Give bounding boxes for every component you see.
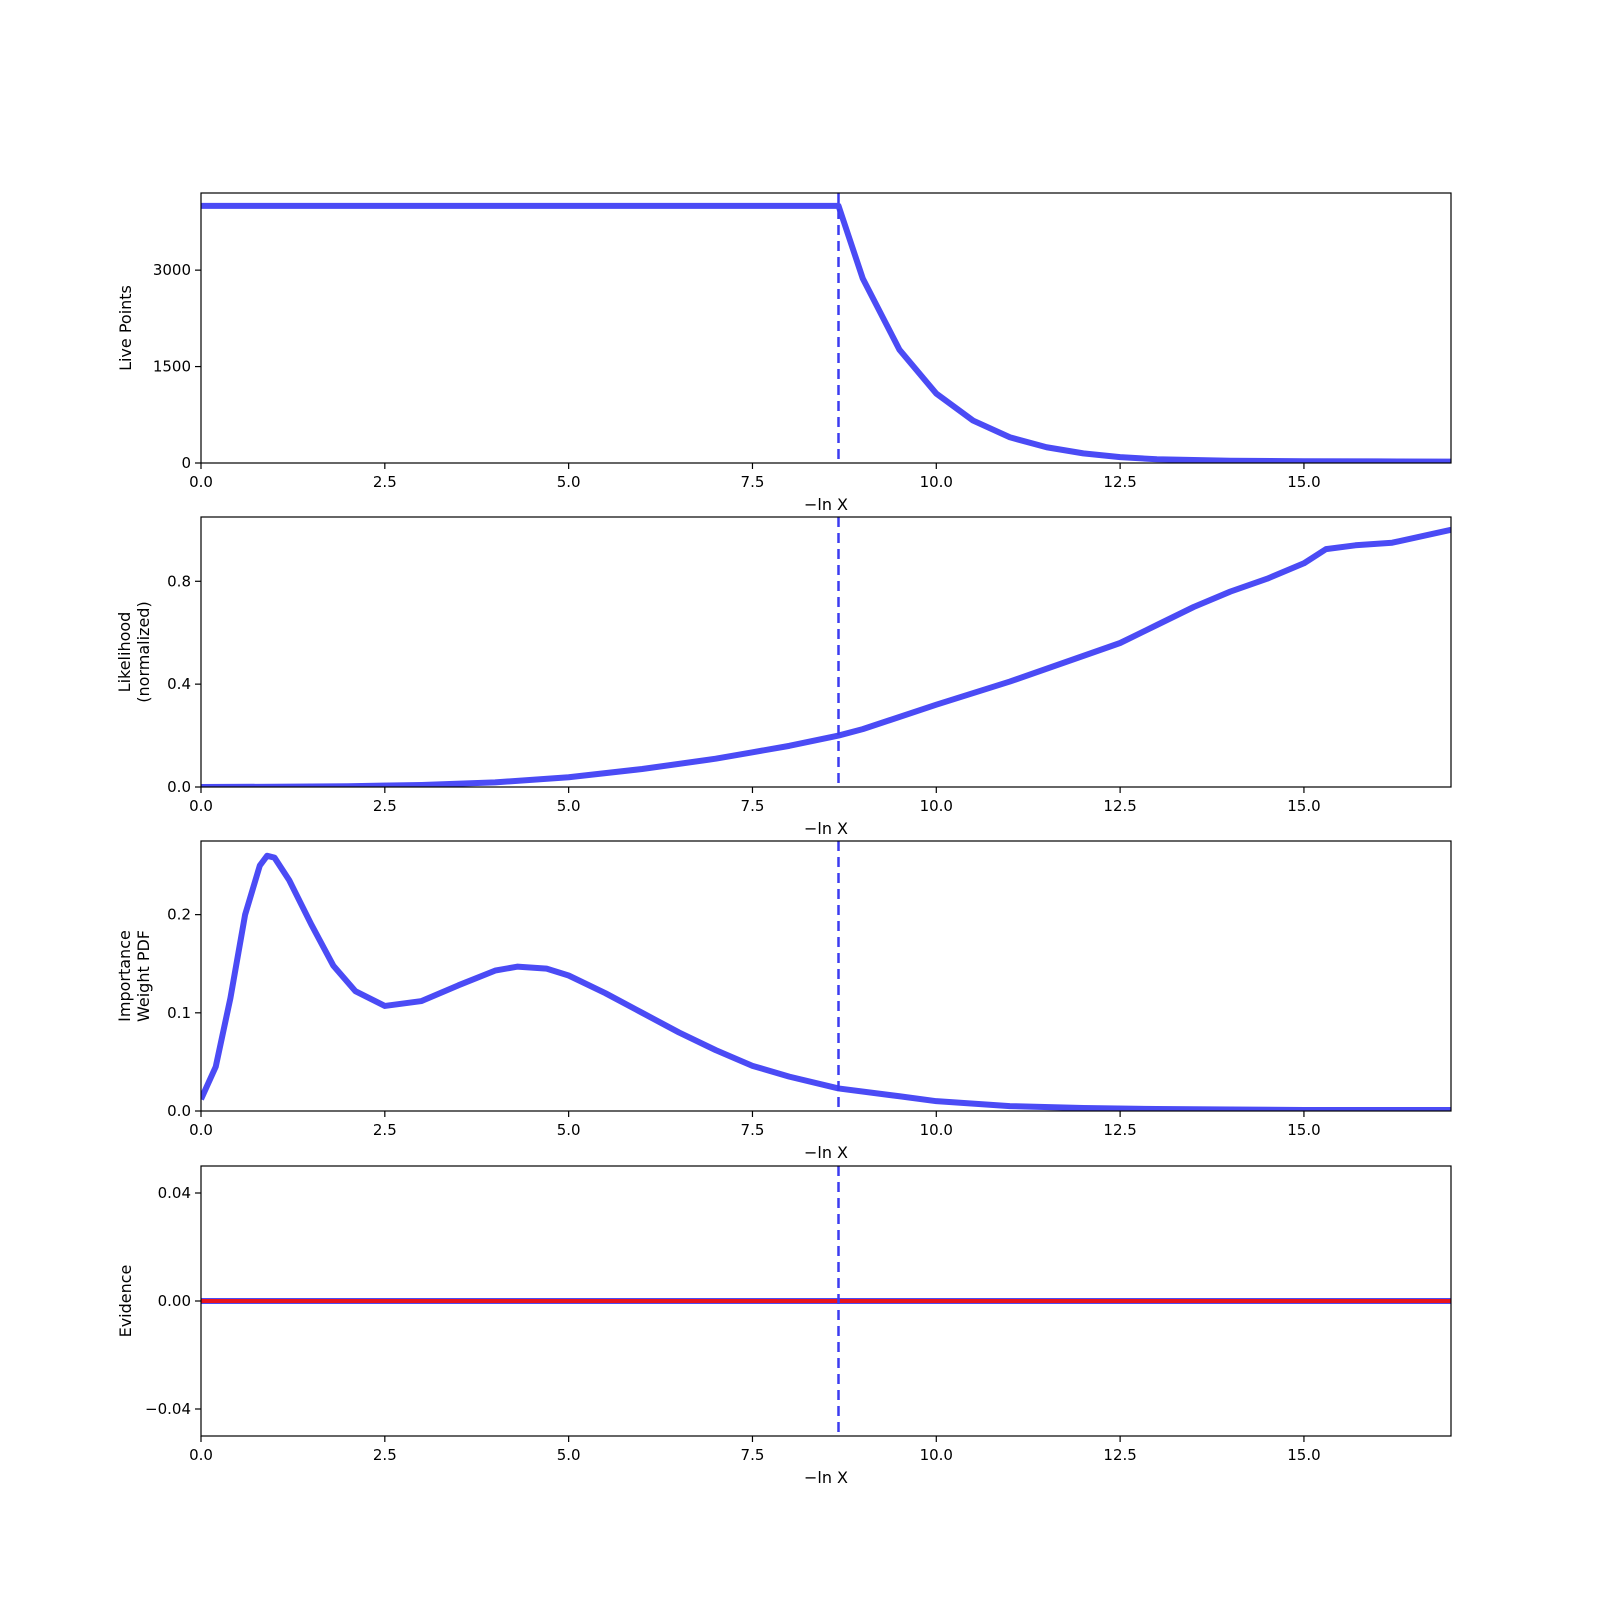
y-tick-label: −0.04 bbox=[145, 1400, 191, 1418]
x-tick-label: 10.0 bbox=[920, 797, 953, 815]
x-tick-label: 15.0 bbox=[1287, 1121, 1320, 1139]
panel-2: 0.0 2.5 5.0 7.5 10.0 12.5 15.0 0.0 0.4 0.8 −ln X Li… bbox=[115, 516, 1452, 838]
x-tick-label: 15.0 bbox=[1287, 473, 1320, 491]
x-tick-label: 0.0 bbox=[189, 1446, 213, 1464]
x-tick-label: 2.5 bbox=[373, 1121, 397, 1139]
x-tick-label: 10.0 bbox=[920, 1121, 953, 1139]
x-tick-label: 15.0 bbox=[1287, 797, 1320, 815]
y-tick-label: 0.0 bbox=[167, 778, 191, 796]
x-tick-label: 5.0 bbox=[557, 473, 581, 491]
panels: 0.0 2.5 5.0 7.5 10.0 12.5 15.0 0 1500 3000 −ln X Li… bbox=[115, 192, 1452, 1487]
y-tick-label: 0.00 bbox=[158, 1292, 191, 1310]
x-tick-label: 10.0 bbox=[920, 473, 953, 491]
y-tick-label: 0.4 bbox=[167, 675, 191, 693]
x-tick-label: 2.5 bbox=[373, 1446, 397, 1464]
axes-frame bbox=[200, 192, 1452, 464]
x-axis-label: −ln X bbox=[804, 495, 848, 514]
panel-1: 0.0 2.5 5.0 7.5 10.0 12.5 15.0 0 1500 3000 −ln X Li… bbox=[116, 192, 1452, 514]
x-tick-label: 7.5 bbox=[741, 1121, 765, 1139]
x-tick-label: 2.5 bbox=[373, 473, 397, 491]
y-tick-label: 0.8 bbox=[167, 572, 191, 590]
x-tick-label: 0.0 bbox=[189, 1121, 213, 1139]
panel-4: 0.0 2.5 5.0 7.5 10.0 12.5 15.0 −0.04 0.00 0.04 −ln… bbox=[116, 1165, 1452, 1487]
y-axis-label: Live Points bbox=[116, 285, 135, 371]
y-axis-label: Importance bbox=[115, 930, 134, 1022]
y-axis-label: (normalized) bbox=[134, 601, 153, 702]
series-line-1 bbox=[201, 526, 1451, 787]
y-tick-label: 0.2 bbox=[167, 906, 191, 924]
y-axis-label: Weight PDF bbox=[134, 930, 153, 1022]
x-tick-label: 5.0 bbox=[557, 1121, 581, 1139]
x-axis-label: −ln X bbox=[804, 819, 848, 838]
x-axis-label: −ln X bbox=[804, 1468, 848, 1487]
x-axis-label: −ln X bbox=[804, 1143, 848, 1162]
y-tick-label: 0.04 bbox=[158, 1184, 191, 1202]
x-tick-label: 12.5 bbox=[1103, 797, 1136, 815]
panel-3: 0.0 2.5 5.0 7.5 10.0 12.5 15.0 0.0 0.1 0.2 −ln X Im… bbox=[115, 840, 1452, 1162]
x-tick-label: 10.0 bbox=[920, 1446, 953, 1464]
x-tick-label: 5.0 bbox=[557, 1446, 581, 1464]
x-tick-label: 0.0 bbox=[189, 797, 213, 815]
y-tick-label: 3000 bbox=[153, 261, 191, 279]
x-tick-label: 7.5 bbox=[741, 797, 765, 815]
axes-frame bbox=[200, 516, 1452, 788]
y-tick-label: 1500 bbox=[153, 358, 191, 376]
series-line-1 bbox=[201, 852, 1451, 1111]
y-tick-label: 0 bbox=[181, 454, 191, 472]
x-tick-label: 2.5 bbox=[373, 797, 397, 815]
y-axis-label: Evidence bbox=[116, 1265, 135, 1338]
x-tick-label: 15.0 bbox=[1287, 1446, 1320, 1464]
y-tick-label: 0.1 bbox=[167, 1004, 191, 1022]
x-tick-label: 0.0 bbox=[189, 473, 213, 491]
y-tick-label: 0.0 bbox=[167, 1102, 191, 1120]
x-tick-label: 12.5 bbox=[1103, 1121, 1136, 1139]
x-tick-label: 12.5 bbox=[1103, 473, 1136, 491]
axes-frame bbox=[200, 840, 1452, 1112]
x-tick-label: 12.5 bbox=[1103, 1446, 1136, 1464]
y-axis-label: Likelihood bbox=[115, 612, 134, 693]
x-tick-label: 7.5 bbox=[741, 473, 765, 491]
x-tick-label: 5.0 bbox=[557, 797, 581, 815]
series-line-1 bbox=[201, 202, 1451, 463]
x-tick-label: 7.5 bbox=[741, 1446, 765, 1464]
